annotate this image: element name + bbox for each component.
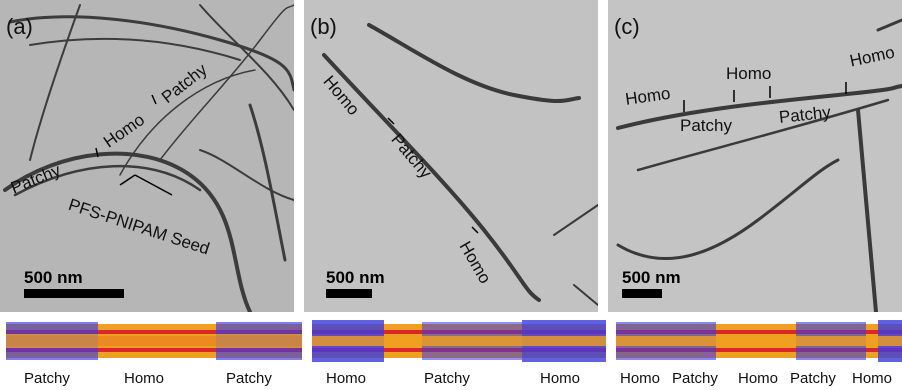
scale-bar: 500 nm — [622, 268, 681, 298]
scale-bar: 500 nm — [326, 268, 385, 298]
scale-bar: 500 nm — [24, 268, 124, 298]
panel-letter: (c) — [614, 14, 640, 39]
scale-bar-line — [622, 289, 662, 298]
panel-letter: (b) — [310, 14, 337, 39]
schematic-b-drawing — [312, 320, 606, 362]
segment-label: Patchy — [790, 370, 836, 387]
scale-bar-line — [24, 289, 124, 298]
scale-bar-label: 500 nm — [326, 268, 385, 287]
segment-label: Homo — [620, 370, 661, 387]
tem-image-b — [304, 0, 598, 312]
label-patchy: Patchy — [680, 116, 732, 135]
schematic-c — [616, 314, 902, 368]
schematic-a-drawing — [6, 322, 302, 360]
panel-letter: (a) — [6, 14, 33, 39]
schematic-c-drawing — [616, 320, 902, 362]
segment-label: Homo — [540, 370, 581, 387]
segment-label: Homo — [852, 370, 893, 387]
schematic-a — [6, 314, 302, 368]
tem-image-a — [0, 0, 294, 312]
schematic-b — [312, 314, 606, 368]
segment-label: Patchy — [672, 370, 718, 387]
segment-label: Homo — [738, 370, 779, 387]
segment-label: Homo — [124, 370, 165, 387]
micrograph-panel-c: (c) Homo Homo Homo Patchy Patchy 500 nm — [608, 0, 902, 312]
label-homo: Homo — [726, 64, 772, 83]
scale-bar-label: 500 nm — [24, 268, 83, 287]
scale-bar-line — [326, 289, 372, 298]
scale-bar-label: 500 nm — [622, 268, 681, 287]
micrograph-panel-a: (a) Patchy Homo Patchy PFS-PNIPAM Seed 5… — [0, 0, 294, 312]
segment-label: Patchy — [24, 370, 70, 387]
segment-label: Patchy — [424, 370, 470, 387]
tem-image-c — [608, 0, 902, 312]
segment-label: Patchy — [226, 370, 272, 387]
micrograph-panel-b: (b) Homo Patchy Homo 500 nm — [304, 0, 598, 312]
segment-label: Homo — [326, 370, 367, 387]
